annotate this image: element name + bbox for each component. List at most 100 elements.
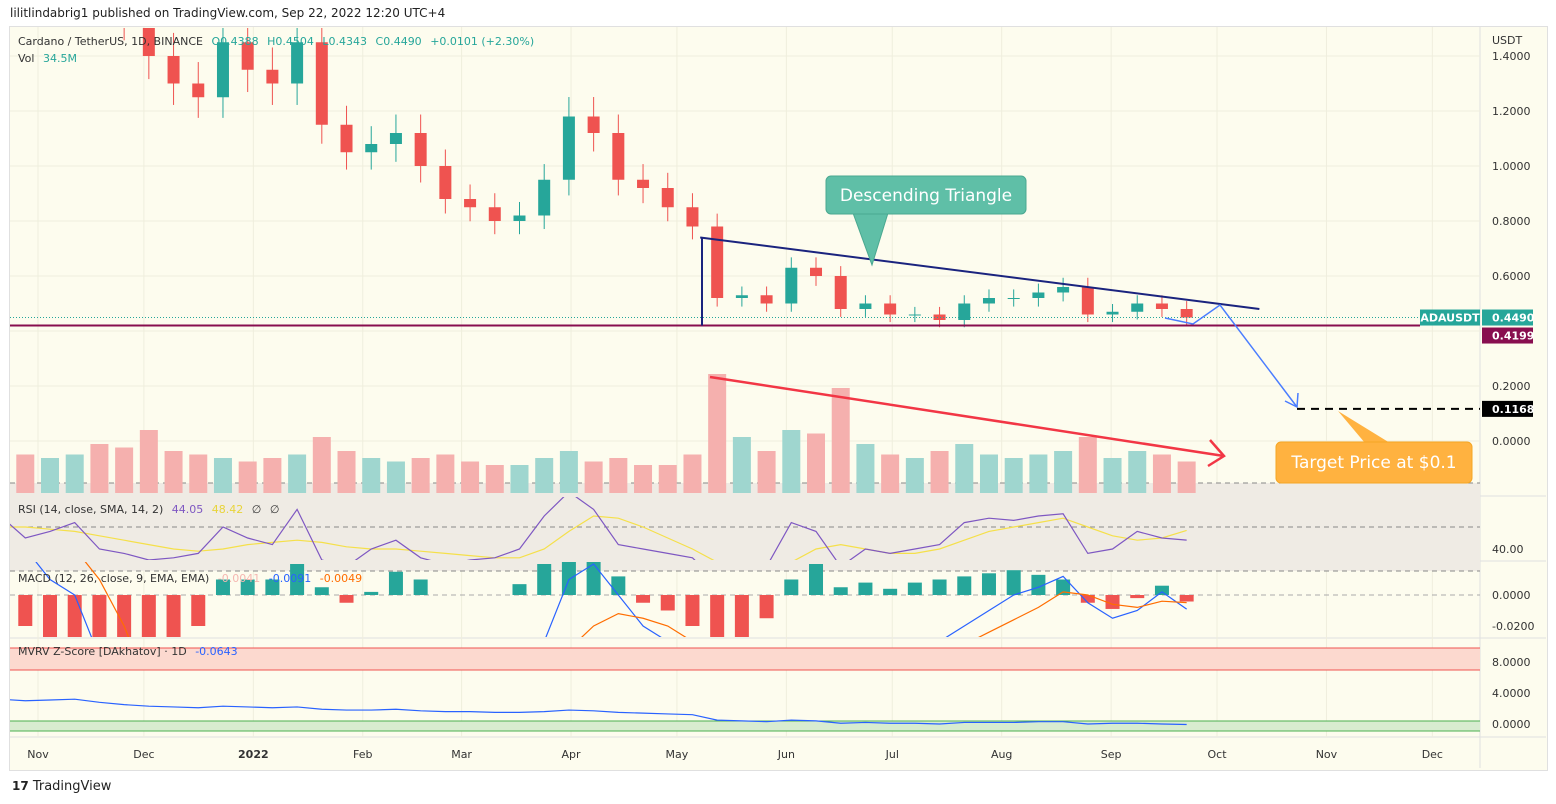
mvrv-legend: MVRV Z-Score [DAkhatov] · 1D -0.0643 (18, 645, 243, 658)
volume-bar (683, 454, 702, 493)
volume-bar (584, 461, 603, 493)
close-value: C0.4490 (375, 35, 422, 48)
volume-bar (337, 451, 356, 493)
price-tick: 1.2000 (1492, 105, 1531, 118)
volume-bar (164, 451, 183, 493)
price-tick: 1.4000 (1492, 50, 1531, 63)
candle (513, 215, 526, 221)
candle (661, 188, 674, 208)
time-label-11: Oct (1208, 748, 1228, 761)
macd-value: -0.0091 (268, 572, 312, 585)
open-value: O0.4388 (211, 35, 259, 48)
target-callout (1275, 441, 1473, 484)
volume-bar (386, 461, 405, 493)
macd-histogram-bar (0, 595, 8, 611)
price-label-target_price (1482, 400, 1533, 417)
symbol-name[interactable]: Cardano / TetherUS, 1D, BINANCE (18, 35, 203, 48)
triangle-resistance-line (700, 236, 1260, 310)
volume-bar (634, 465, 653, 493)
volume-bar (411, 458, 430, 493)
price-label-last_price (1482, 309, 1533, 326)
macd-histogram-bar (240, 579, 255, 595)
volume-bar (831, 388, 850, 493)
time-label-10: Sep (1101, 748, 1122, 761)
candle (291, 42, 304, 84)
mvrv-value: -0.0643 (195, 645, 238, 658)
macd-histogram-bar (710, 595, 725, 637)
macd-label[interactable]: MACD (12, 26, close, 9, EMA, EMA) (18, 572, 210, 585)
mvrv-overvalued-band (10, 648, 1480, 670)
volume-bar (856, 444, 875, 493)
price-tick: 0.0000 (1492, 435, 1531, 448)
candle (216, 42, 229, 98)
volume-bar (1004, 458, 1023, 493)
candle (760, 295, 773, 304)
macd-line (35, 562, 1188, 637)
macd-histogram-bar (92, 595, 107, 637)
macd-histogram-bar (43, 595, 57, 637)
time-label-0: Nov (27, 748, 49, 761)
candle (1106, 311, 1119, 315)
macd-histogram-bar (1031, 574, 1046, 595)
macd-histogram-bar (685, 595, 700, 626)
candle (365, 144, 378, 153)
high-value: H0.4504 (267, 35, 314, 48)
candle (241, 42, 254, 70)
volume-bar (139, 430, 158, 493)
candle (1057, 287, 1070, 293)
volume-label[interactable]: Vol (18, 52, 35, 65)
volume-bar (732, 437, 751, 493)
candle (340, 124, 353, 153)
volume-bar (1128, 451, 1147, 493)
candle (389, 133, 402, 144)
macd-hist-value: -0.0041 (217, 572, 261, 585)
volume-bar (1103, 458, 1122, 493)
volume-bar (238, 461, 257, 493)
mvrv-line (10, 698, 1187, 726)
mvrv-tick: 8.0000 (1492, 656, 1531, 669)
volume-bar (1078, 437, 1097, 493)
candle (167, 56, 180, 84)
candle (884, 303, 897, 315)
macd-histogram-bar (636, 595, 651, 603)
candle (562, 116, 575, 180)
volume-bar (189, 454, 208, 493)
candle (1081, 287, 1094, 315)
mvrv-label[interactable]: MVRV Z-Score [DAkhatov] · 1D (18, 645, 187, 658)
currency-label[interactable]: USDT (1492, 34, 1523, 47)
macd-histogram-bar (809, 564, 824, 595)
macd-histogram-bar (660, 595, 675, 611)
macd-histogram-bar (611, 576, 626, 595)
volume-bar (905, 458, 924, 493)
macd-histogram-bar (290, 564, 305, 595)
candle (1155, 303, 1168, 309)
candle (488, 207, 501, 221)
candle (538, 179, 551, 216)
tradingview-logo[interactable]: 𝟭𝟳 TradingView (12, 779, 112, 794)
low-value: L0.4343 (322, 35, 368, 48)
price-pane (16, 28, 1196, 493)
volume-bar (115, 447, 134, 493)
macd-histogram-bar (141, 595, 156, 637)
rsi-extra-1: ∅ (251, 503, 262, 516)
volume-bar (609, 458, 628, 493)
volume-bar (881, 454, 900, 493)
volume-bar (1054, 451, 1073, 493)
candle (1032, 292, 1045, 298)
time-label-6: May (666, 748, 689, 761)
symbol-legend: Cardano / TetherUS, 1D, BINANCE O0.4388 … (18, 35, 539, 48)
volume-bar (41, 458, 59, 493)
price-tick: 1.0000 (1492, 160, 1531, 173)
rsi-label[interactable]: RSI (14, close, SMA, 14, 2) (18, 503, 164, 516)
volume-bar (362, 458, 381, 493)
candle (958, 303, 971, 320)
candle (414, 133, 427, 166)
time-label-5: Apr (562, 748, 582, 761)
macd-histogram-bar (858, 582, 873, 595)
macd-histogram-bar (537, 564, 552, 595)
rsi-extra-2: ∅ (269, 503, 280, 516)
volume-bar (485, 465, 504, 493)
volume-bar (510, 465, 529, 493)
candle (785, 267, 798, 304)
